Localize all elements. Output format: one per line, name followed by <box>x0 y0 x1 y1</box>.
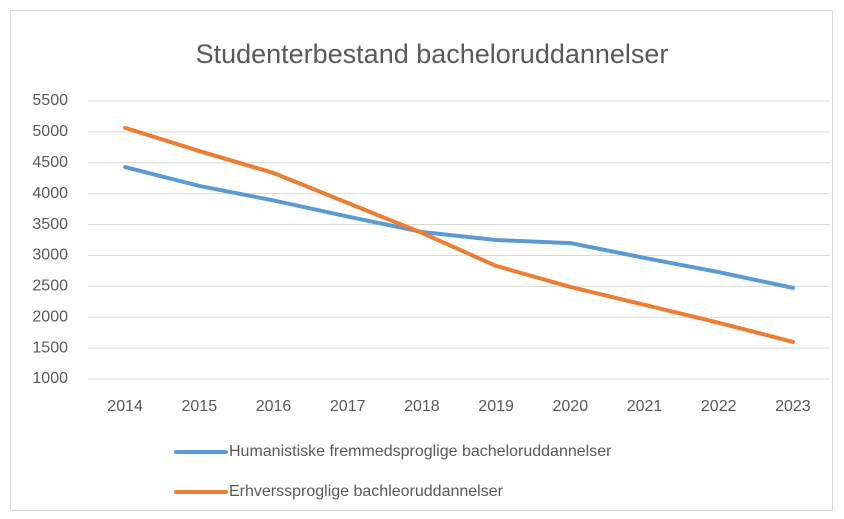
chart-title: Studenterbestand bacheloruddannelser <box>196 39 669 69</box>
x-tick-label: 2016 <box>256 398 292 415</box>
legend-label: Erhverssproglige bachleoruddannelser <box>229 483 504 500</box>
x-tick-label: 2018 <box>404 398 440 415</box>
y-tick-label: 3500 <box>32 216 68 233</box>
x-tick-label: 2020 <box>553 398 589 415</box>
y-tick-label: 4000 <box>32 185 68 202</box>
line-series <box>123 165 795 290</box>
y-tick-label: 2000 <box>32 308 68 325</box>
y-tick-label: 2500 <box>32 278 68 295</box>
y-tick-label: 1500 <box>32 339 68 356</box>
y-tick-label: 5500 <box>32 92 68 109</box>
y-tick-label: 1000 <box>32 370 68 387</box>
x-tick-label: 2023 <box>775 398 811 415</box>
x-tick-label: 2017 <box>330 398 366 415</box>
x-tick-label: 2019 <box>478 398 514 415</box>
x-tick-label: 2014 <box>107 398 143 415</box>
chart-border <box>10 10 833 511</box>
y-tick-label: 4500 <box>32 154 68 171</box>
y-tick-label: 5000 <box>32 123 68 140</box>
line-series <box>123 125 795 344</box>
x-tick-label: 2015 <box>182 398 218 415</box>
x-tick-label: 2021 <box>627 398 663 415</box>
legend-label: Humanistiske fremmedsproglige bachelorud… <box>229 443 612 460</box>
y-tick-label: 3000 <box>32 247 68 264</box>
x-tick-label: 2022 <box>701 398 737 415</box>
